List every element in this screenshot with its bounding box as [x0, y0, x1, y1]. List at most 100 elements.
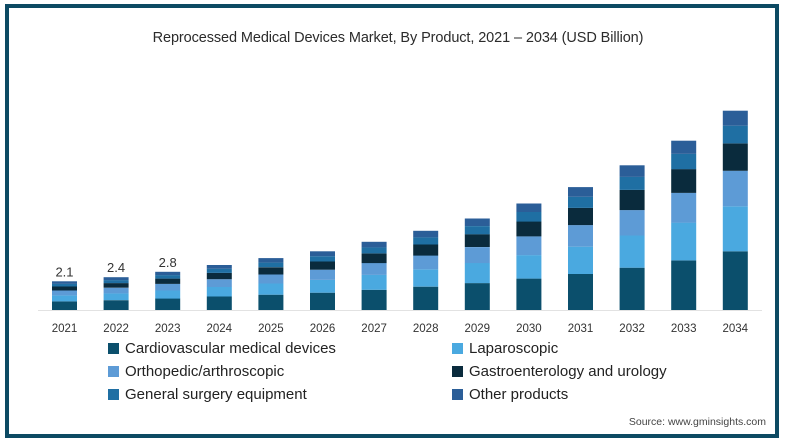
legend-item-gastroenterology[interactable]: Gastroenterology and urology: [452, 363, 667, 380]
bar-segment-2025-other-products: [258, 258, 284, 263]
bar-segment-2033-general-surgery-equipment: [671, 154, 697, 170]
x-tick-label: 2026: [310, 323, 336, 335]
x-tick-label: 2030: [516, 323, 542, 335]
x-tick-label: 2028: [413, 323, 439, 335]
bar-segment-2028-gastroenterology-and-urology: [413, 244, 439, 256]
x-tick-label: 2024: [207, 323, 233, 335]
bar-stack-2030: [516, 203, 542, 310]
bar-segment-2026-general-surgery-equipment: [310, 256, 335, 262]
bar-stack-2025: [258, 258, 284, 310]
bar-stack-2022: [103, 277, 129, 310]
bar-stack-2034: [722, 110, 748, 310]
bar-segment-2026-laparoscopic: [310, 280, 335, 293]
legend-swatch: [452, 389, 463, 400]
legend-item-other-products[interactable]: Other products: [452, 386, 568, 403]
legend-swatch: [452, 343, 463, 354]
bar-segment-2029-laparoscopic: [464, 263, 490, 284]
bar-segment-2024-cardiovascular-medical-devices: [206, 296, 232, 310]
bar-segment-2030-other-products: [516, 203, 542, 212]
bar-segment-2028-general-surgery-equipment: [413, 237, 439, 245]
bar-segment-2025-general-surgery-equipment: [258, 262, 284, 268]
bar-segment-2024-laparoscopic: [206, 286, 232, 297]
x-tick-label: 2021: [52, 323, 78, 335]
bar-segment-2022-cardiovascular-medical-devices: [103, 300, 129, 310]
bar-segment-2028-cardiovascular-medical-devices: [413, 286, 439, 310]
bar-segment-2032-other-products: [619, 165, 645, 177]
bar-segment-2022-laparoscopic: [103, 293, 129, 301]
bar-segment-2028-laparoscopic: [413, 269, 439, 287]
bar-segment-2024-other-products: [206, 265, 232, 269]
bar-stack-2033: [671, 140, 697, 310]
total-label: 2.4: [107, 260, 125, 275]
bar-segment-2028-orthopedic-arthroscopic: [413, 255, 439, 270]
x-tick-label: 2025: [258, 323, 284, 335]
bar-segment-2034-cardiovascular-medical-devices: [722, 251, 748, 310]
bar-segment-2034-other-products: [722, 110, 748, 126]
chart-title: Reprocessed Medical Devices Market, By P…: [152, 30, 644, 46]
bar-segment-2022-orthopedic-arthroscopic: [103, 287, 129, 294]
legend-item-orthopedic[interactable]: Orthopedic/arthroscopic: [108, 363, 284, 380]
bar-segment-2025-cardiovascular-medical-devices: [258, 294, 284, 310]
bar-stack-2027: [361, 241, 387, 310]
bar-segment-2022-gastroenterology-and-urology: [103, 283, 129, 288]
x-tick-labels: 2021 2022 2023 2024 2025 2026 2027 2028 2029 2030…: [52, 323, 749, 335]
legend-item-general-surgery[interactable]: General surgery equipment: [108, 386, 307, 403]
bar-segment-2026-orthopedic-arthroscopic: [310, 269, 335, 280]
bar-segment-2021-general-surgery-equipment: [52, 283, 77, 287]
bar-segment-2032-gastroenterology-and-urology: [619, 189, 645, 211]
legend-swatch: [108, 389, 119, 400]
bar-segment-2021-gastroenterology-and-urology: [52, 286, 77, 291]
legend-swatch: [452, 366, 463, 377]
bar-segment-2024-general-surgery-equipment: [206, 268, 232, 273]
chart-frame: [5, 4, 779, 438]
bar-segment-2030-laparoscopic: [516, 255, 542, 279]
bar-segment-2034-gastroenterology-and-urology: [722, 143, 748, 171]
bar-segment-2032-cardiovascular-medical-devices: [619, 267, 645, 310]
bar-segment-2025-laparoscopic: [258, 283, 284, 295]
bar-segment-2030-general-surgery-equipment: [516, 212, 542, 222]
bar-segment-2030-cardiovascular-medical-devices: [516, 278, 542, 310]
bar-stack-2032: [619, 165, 645, 310]
legend-label: Orthopedic/arthroscopic: [125, 363, 285, 380]
bar-segment-2032-general-surgery-equipment: [619, 176, 645, 190]
x-tick-label: 2023: [155, 323, 181, 335]
bar-segment-2034-general-surgery-equipment: [722, 125, 748, 144]
bar-segment-2031-other-products: [568, 187, 593, 197]
legend-item-laparoscopic[interactable]: Laparoscopic: [452, 340, 558, 357]
legend-swatch: [108, 366, 119, 377]
legend-label: General surgery equipment: [125, 386, 307, 403]
x-tick-label: 2022: [103, 323, 129, 335]
bar-segment-2032-orthopedic-arthroscopic: [619, 210, 645, 236]
bar-segment-2023-general-surgery-equipment: [155, 275, 181, 279]
bar-segment-2031-gastroenterology-and-urology: [568, 207, 593, 226]
bar-stack-2024: [206, 265, 232, 310]
bar-segment-2027-cardiovascular-medical-devices: [361, 289, 387, 310]
bar-segment-2021-laparoscopic: [52, 295, 77, 302]
x-tick-label: 2033: [671, 323, 697, 335]
bar-segment-2031-orthopedic-arthroscopic: [568, 225, 593, 247]
bar-segment-2029-orthopedic-arthroscopic: [464, 247, 490, 264]
bar-segment-2026-other-products: [310, 251, 335, 257]
bar-segment-2023-other-products: [155, 271, 181, 276]
bar-segment-2026-gastroenterology-and-urology: [310, 261, 335, 270]
bar-segment-2023-laparoscopic: [155, 290, 181, 299]
legend-label: Laparoscopic: [469, 340, 559, 357]
bar-segment-2024-gastroenterology-and-urology: [206, 272, 232, 280]
bar-segment-2023-gastroenterology-and-urology: [155, 278, 181, 284]
bar-segment-2027-orthopedic-arthroscopic: [361, 263, 387, 275]
bar-stack-2029: [464, 218, 490, 310]
bar-segment-2031-laparoscopic: [568, 246, 593, 274]
bar-segment-2033-cardiovascular-medical-devices: [671, 260, 697, 310]
total-labels: 2.1 2.4 2.8: [55, 255, 176, 280]
bar-stack-2023: [155, 271, 181, 310]
bar-segment-2022-general-surgery-equipment: [103, 280, 129, 284]
bar-segment-2023-cardiovascular-medical-devices: [155, 298, 181, 310]
x-tick-label: 2029: [465, 323, 491, 335]
bar-segment-2033-laparoscopic: [671, 222, 697, 261]
bar-segment-2025-gastroenterology-and-urology: [258, 267, 284, 275]
bar-segment-2033-gastroenterology-and-urology: [671, 169, 697, 193]
bar-segment-2029-gastroenterology-and-urology: [464, 234, 490, 247]
legend-item-cardiovascular[interactable]: Cardiovascular medical devices: [108, 340, 336, 357]
bar-stack-2031: [568, 187, 593, 310]
